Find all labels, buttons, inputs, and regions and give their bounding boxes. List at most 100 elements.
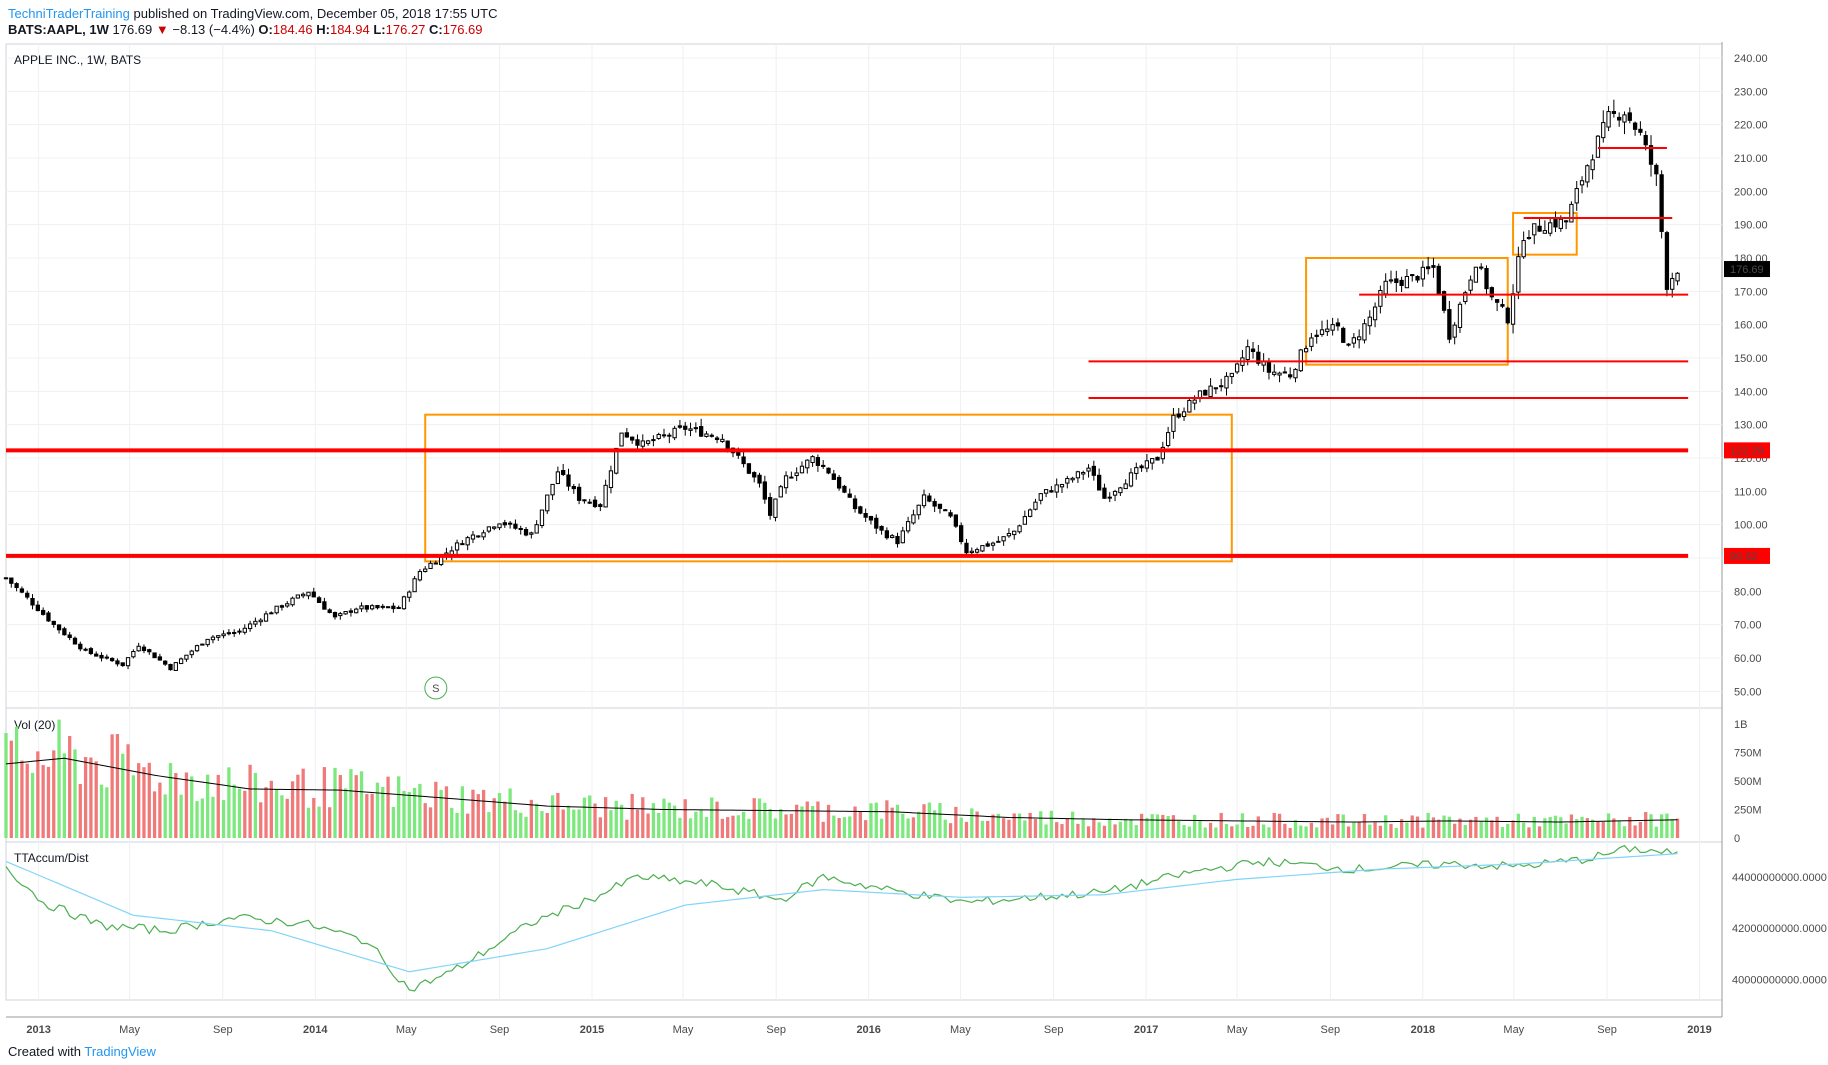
price-axis-label: 200.00 <box>1734 186 1768 198</box>
volume-bar <box>1357 822 1361 838</box>
candle-body <box>863 513 868 518</box>
candle-body <box>1325 328 1330 333</box>
volume-bar <box>450 807 454 838</box>
volume-bar <box>1108 818 1112 838</box>
candle-body <box>226 632 232 635</box>
volume-bar <box>598 817 602 838</box>
volume-bar <box>943 819 947 838</box>
candle-body <box>391 605 396 610</box>
volume-bar <box>243 790 247 838</box>
candle-body <box>693 427 698 430</box>
volume-bar <box>168 763 173 838</box>
candle-body <box>263 613 269 622</box>
volume-bar <box>566 805 571 838</box>
candle-body <box>1415 276 1420 281</box>
volume-bar <box>1437 819 1441 838</box>
created-with-text: Created with <box>8 1044 81 1059</box>
volume-bar <box>370 793 374 838</box>
candle-body <box>1473 266 1479 283</box>
candle-body <box>481 532 486 538</box>
volume-bar <box>1362 814 1367 838</box>
candle-body <box>683 425 688 430</box>
volume-bar <box>78 783 82 838</box>
candle-body <box>348 610 354 613</box>
candle-body <box>943 509 948 512</box>
volume-bar <box>1309 822 1314 838</box>
x-tick-label: May <box>1503 1024 1524 1036</box>
tradingview-logo[interactable]: TradingView <box>84 1044 156 1059</box>
change-arrow-icon: ▼ <box>155 22 169 37</box>
volume-bar <box>1341 814 1345 838</box>
volume-bar <box>1293 819 1298 838</box>
volume-bar <box>338 775 342 838</box>
candle-body <box>1590 159 1595 171</box>
candle-body <box>667 434 672 437</box>
candle-body <box>1579 180 1585 186</box>
candle-body <box>725 440 730 449</box>
footer: Created with TradingView <box>8 1044 156 1059</box>
volume-bar <box>1421 827 1425 838</box>
level-label-bg <box>1724 547 1770 564</box>
candle-body <box>937 503 943 509</box>
volume-bar <box>614 800 618 838</box>
volume-bar <box>1585 818 1589 838</box>
candle-body <box>56 624 62 631</box>
candle-body <box>210 636 216 641</box>
candle-body <box>19 588 25 593</box>
volume-bar <box>418 783 422 838</box>
volume-bar <box>1384 815 1388 838</box>
volume-bar <box>980 820 985 838</box>
volume-bar <box>959 817 963 838</box>
volume-bar <box>741 811 746 838</box>
x-tick-label: 2016 <box>856 1024 880 1036</box>
candle-body <box>523 528 529 536</box>
candle-body <box>927 495 932 502</box>
volume-bar <box>1028 812 1032 838</box>
volume-bar <box>651 803 656 838</box>
candle-body <box>1601 122 1606 139</box>
candle-body <box>773 498 778 518</box>
candle-body <box>1617 116 1622 121</box>
volume-bar <box>30 772 35 838</box>
candle-body <box>152 652 157 659</box>
candle-body <box>274 605 279 614</box>
candle-body <box>423 568 428 572</box>
candle-body <box>9 577 14 584</box>
volume-bar <box>1198 820 1202 838</box>
volume-bar <box>588 795 592 838</box>
symbol-interval: BATS:AAPL, 1W <box>8 22 109 37</box>
candle-body <box>916 504 921 516</box>
volume-bar <box>428 807 433 838</box>
accum-axis-label: 42000000000.0000 <box>1732 923 1827 935</box>
volume-bar <box>524 816 528 838</box>
volume-group <box>4 719 1680 838</box>
candle-body <box>688 428 693 431</box>
volume-axis-label: 500M <box>1734 776 1762 788</box>
volume-bar <box>550 795 555 838</box>
candle-body <box>115 660 120 665</box>
x-tick-label: 2017 <box>1134 1024 1158 1036</box>
candle-body <box>1548 222 1553 234</box>
volume-bar <box>1299 825 1303 838</box>
volume-bar <box>1060 824 1064 838</box>
price-axis-label: 230.00 <box>1734 86 1768 98</box>
author-link[interactable]: TechniTraderTraining <box>8 6 130 21</box>
volume-bar <box>1304 826 1308 838</box>
candle-body <box>1309 337 1314 347</box>
volume-bar <box>152 791 157 838</box>
volume-bar <box>83 757 88 838</box>
candle-body <box>1357 336 1362 341</box>
volume-bar <box>1171 815 1176 838</box>
volume-bar <box>365 794 369 838</box>
volume-bar <box>444 786 449 838</box>
volume-bar <box>529 799 533 838</box>
candle-body <box>598 504 603 508</box>
candle-body <box>1181 411 1187 418</box>
volume-bar <box>1559 817 1563 838</box>
volume-bar <box>619 804 624 838</box>
volume-bar <box>1065 818 1069 838</box>
x-tick-label: May <box>673 1024 694 1036</box>
volume-bar <box>1410 815 1414 838</box>
volume-bar <box>757 798 762 838</box>
